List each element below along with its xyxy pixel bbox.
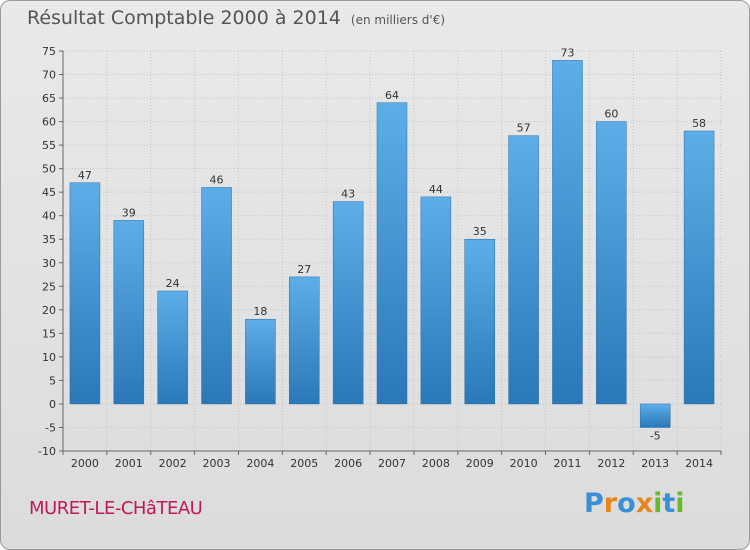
data-label: 64 [385,89,399,102]
x-tick-label: 2000 [71,457,99,470]
x-tick-label: 2014 [685,457,713,470]
logo-letter: i [653,488,663,519]
bar [552,60,583,405]
y-tick-label: 45 [42,186,56,199]
y-tick-label: 65 [42,92,56,105]
data-label: 44 [429,183,443,196]
bar [157,290,188,405]
y-tick-label: 5 [49,374,56,387]
x-tick-label: 2010 [510,457,538,470]
logo-letter: r [603,488,618,519]
y-tick-label: 40 [42,210,56,223]
x-tick-label: 2002 [159,457,187,470]
data-label: 47 [78,169,92,182]
chart-title: Résultat Comptable 2000 à 2014 (en millie… [27,7,445,29]
y-tick-label: 50 [42,163,56,176]
x-tick-label: 2001 [115,457,143,470]
logo-letter: x [635,488,654,519]
y-tick-label: 25 [42,280,56,293]
y-tick-label: 10 [42,351,56,364]
logo-letter: t [662,488,676,519]
x-tick-label: 2004 [246,457,274,470]
x-tick-label: 2008 [422,457,450,470]
y-tick-label: 30 [42,257,56,270]
x-tick-label: 2012 [597,457,625,470]
proxiti-logo: Proxiti [584,488,685,519]
y-tick-label: 0 [49,398,56,411]
data-label: 58 [692,117,706,130]
data-labels: 47 39 24 46 18 27 43 64 44 35 57 73 60 -5 58 [78,46,706,442]
data-label: 24 [166,277,180,290]
bar [201,187,232,405]
bar [332,201,364,405]
chart-unit: (en milliers d'€) [350,13,446,27]
commune-name: MURET-LE-CHâTEAU [29,498,203,519]
data-label: 35 [473,225,487,238]
y-tick-label: 75 [42,45,56,58]
data-label: 60 [604,108,618,121]
y-tick-label: -5 [45,421,56,434]
logo-letter: o [617,488,636,519]
bar [508,135,539,405]
data-label: -5 [650,429,661,442]
bar [639,403,671,428]
bar [464,238,495,405]
bar [376,102,408,405]
logo-letter: P [584,488,604,519]
data-label: 57 [517,122,531,135]
y-tick-label: 70 [42,69,56,82]
gridlines [62,50,722,452]
data-label: 27 [297,263,311,276]
y-tick-label: 55 [42,139,56,152]
x-tick-label: 2009 [466,457,494,470]
data-label: 39 [122,206,136,219]
x-tick-label: 2005 [290,457,318,470]
y-tick-label: -10 [38,445,56,458]
y-tick-label: 60 [42,116,56,129]
bar [113,220,145,405]
bars [69,60,715,428]
x-tick-label: 2003 [203,457,231,470]
data-label: 43 [341,188,355,201]
data-label: 46 [210,173,224,186]
chart-title-text: Résultat Comptable 2000 à 2014 [27,7,341,29]
bar [420,196,452,405]
x-tick-label: 2011 [553,457,581,470]
y-tick-label: 20 [42,304,56,317]
bar [69,182,101,405]
bar [683,130,715,405]
y-tick-label: 15 [42,327,56,340]
logo-letter: i [675,488,685,519]
data-label: 18 [253,305,267,318]
x-tick-label: 2006 [334,457,362,470]
x-tick-label: 2007 [378,457,406,470]
bar [245,318,276,405]
bar [596,121,627,405]
bar [289,276,320,405]
y-tick-label: 35 [42,233,56,246]
data-label: 73 [560,46,574,59]
x-tick-label: 2013 [641,457,669,470]
